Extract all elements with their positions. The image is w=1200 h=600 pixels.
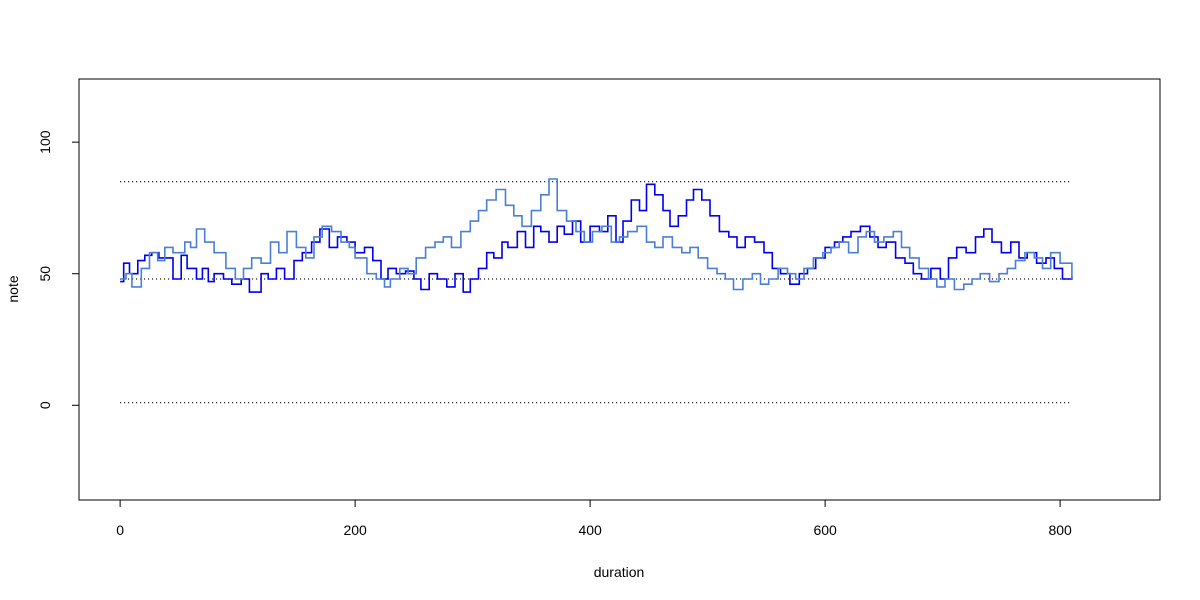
x-tick-label: 400 bbox=[578, 522, 602, 538]
x-axis: 0 200 400 600 800 bbox=[116, 499, 1072, 538]
series-line-0 bbox=[120, 183, 1073, 293]
x-tick-label: 600 bbox=[813, 522, 837, 538]
y-axis: 0 50 100 bbox=[37, 130, 80, 409]
y-tick-label: 50 bbox=[37, 266, 53, 282]
series-line-1 bbox=[120, 178, 1073, 291]
reference-lines bbox=[120, 181, 1072, 404]
x-tick-label: 800 bbox=[1048, 522, 1072, 538]
y-tick-label: 0 bbox=[37, 401, 53, 409]
y-tick-label: 100 bbox=[37, 130, 53, 154]
x-axis-label: duration bbox=[594, 564, 645, 580]
series-group bbox=[120, 178, 1073, 293]
y-axis-label: note bbox=[5, 275, 21, 302]
x-tick-label: 200 bbox=[343, 522, 367, 538]
plot-area bbox=[78, 78, 1161, 501]
x-tick-label: 0 bbox=[116, 522, 124, 538]
